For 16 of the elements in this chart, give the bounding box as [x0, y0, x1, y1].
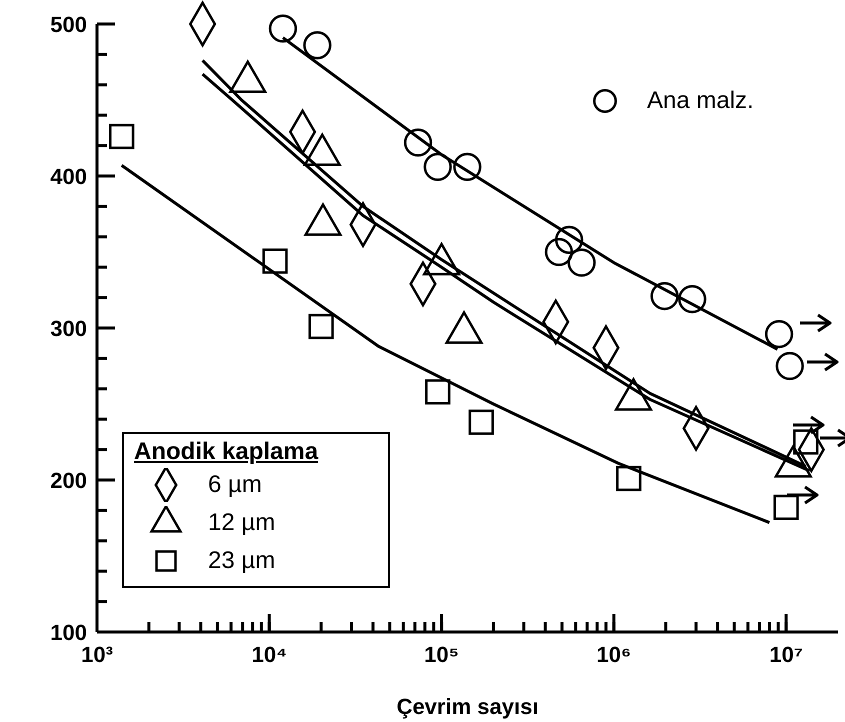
y-tick-label: 500	[50, 12, 87, 37]
y-tick-label: 300	[50, 316, 87, 341]
x-tick-label: 10⁷	[769, 642, 803, 667]
legend-label: 12 µm	[208, 509, 276, 537]
x-tick-label: 10³	[81, 642, 113, 667]
x-tick-label: 10⁴	[252, 642, 287, 667]
x-axis-title: Çevrim sayısı	[396, 694, 538, 719]
y-tick-label: 200	[50, 468, 87, 493]
y-tick-label: 400	[50, 164, 87, 189]
x-tick-label: 10⁵	[424, 642, 459, 667]
y-tick-label: 100	[50, 620, 87, 645]
legend-label: 23 µm	[208, 547, 276, 575]
legend-label: 6 µm	[208, 471, 262, 499]
legend-title: Anodik kaplama	[134, 438, 320, 466]
x-tick-label: 10⁶	[596, 642, 632, 667]
legend-label: Ana malz.	[647, 87, 754, 115]
